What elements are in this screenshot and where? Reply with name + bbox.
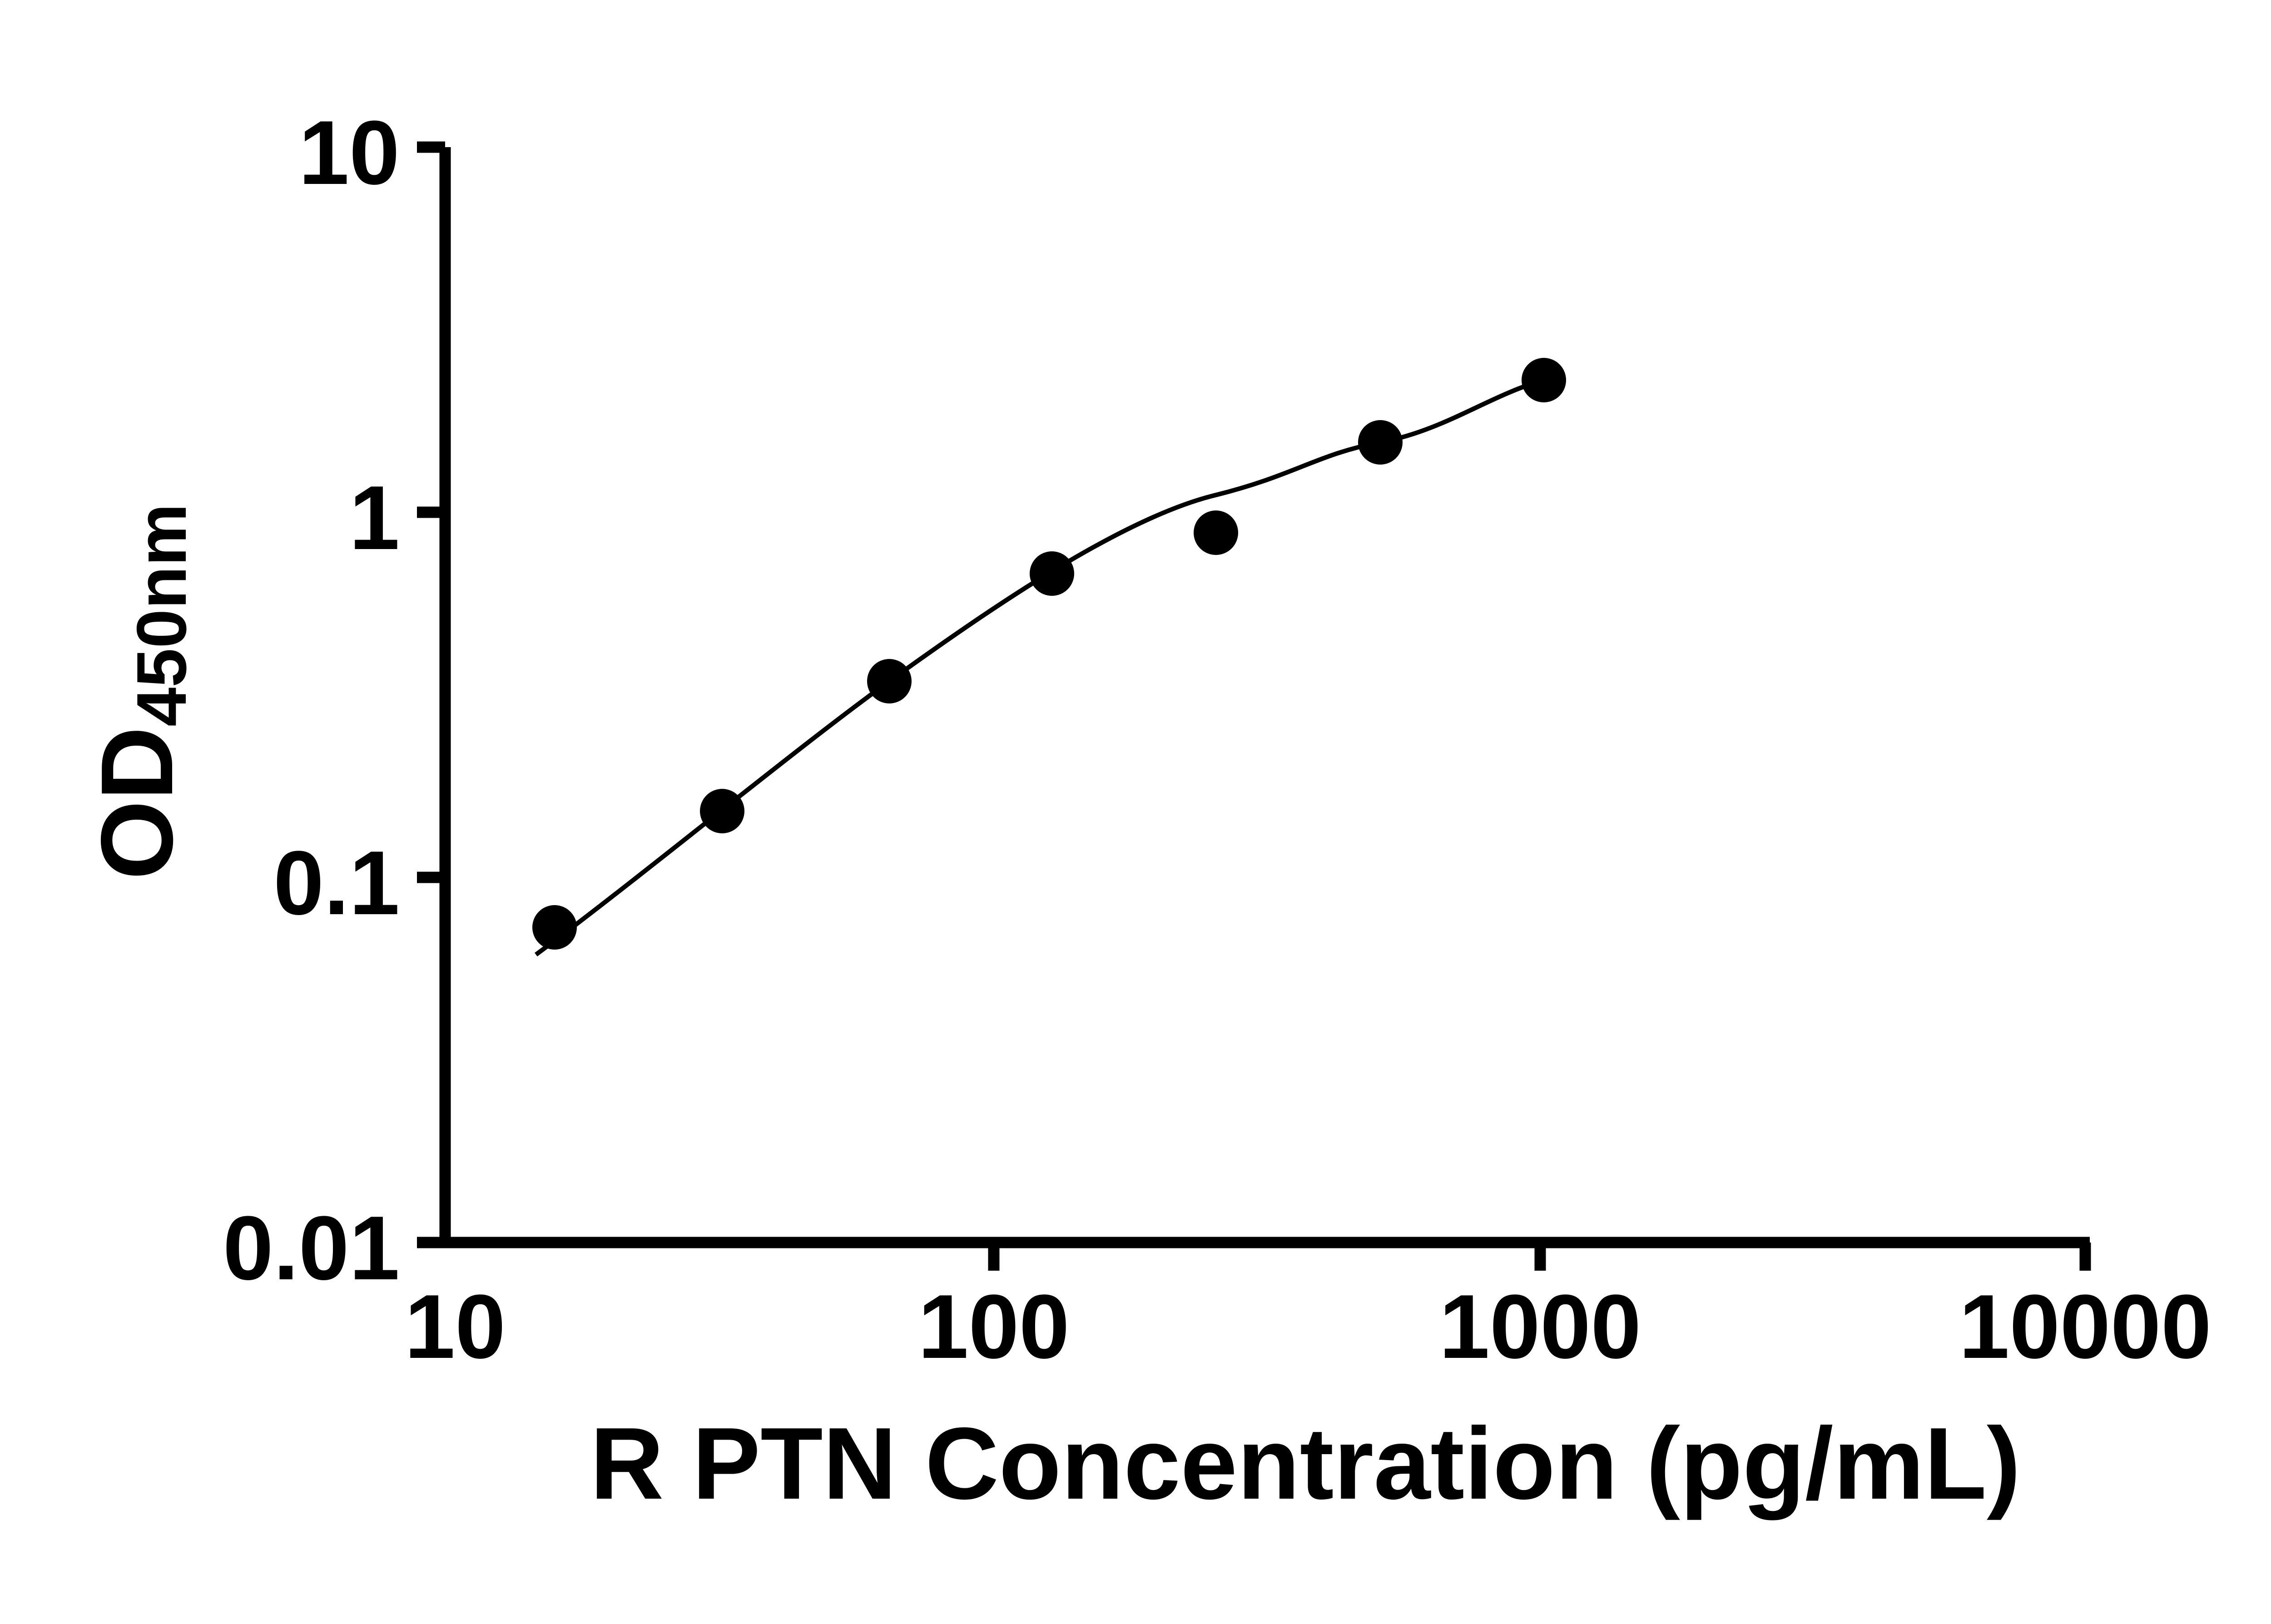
svg-text:R PTN Concentration (pg/mL): R PTN Concentration (pg/mL) [590, 1406, 2021, 1520]
svg-text:10: 10 [405, 1276, 506, 1377]
svg-text:1000: 1000 [1439, 1276, 1641, 1377]
svg-text:10: 10 [299, 102, 400, 203]
svg-text:0.1: 0.1 [273, 832, 400, 934]
svg-text:10000: 10000 [1959, 1276, 2211, 1377]
svg-text:1: 1 [349, 467, 400, 569]
svg-text:100: 100 [918, 1276, 1070, 1377]
svg-text:0.01: 0.01 [223, 1198, 400, 1299]
